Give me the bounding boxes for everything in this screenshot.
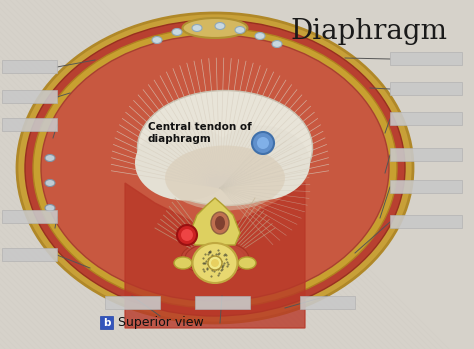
Ellipse shape [181,243,234,273]
Polygon shape [190,198,240,245]
Ellipse shape [137,90,312,206]
Circle shape [252,132,274,154]
Circle shape [177,225,197,245]
FancyBboxPatch shape [2,118,57,131]
FancyBboxPatch shape [195,296,250,309]
Ellipse shape [25,20,405,316]
Ellipse shape [210,126,310,200]
Ellipse shape [272,40,282,47]
Ellipse shape [255,32,265,39]
FancyBboxPatch shape [2,90,57,103]
Ellipse shape [172,29,182,36]
FancyBboxPatch shape [300,296,355,309]
Text: Central tendon of
diaphragm: Central tendon of diaphragm [148,122,252,144]
Ellipse shape [165,146,285,210]
Ellipse shape [182,18,247,38]
Ellipse shape [235,27,245,34]
FancyBboxPatch shape [2,210,57,223]
Ellipse shape [17,13,413,323]
Ellipse shape [211,212,229,234]
FancyBboxPatch shape [2,60,57,73]
Circle shape [208,256,222,270]
Ellipse shape [185,243,245,273]
FancyBboxPatch shape [390,112,462,125]
FancyBboxPatch shape [390,82,462,95]
FancyBboxPatch shape [390,52,462,65]
FancyBboxPatch shape [105,296,160,309]
Ellipse shape [152,37,162,44]
Ellipse shape [45,155,55,162]
Ellipse shape [192,24,202,31]
Ellipse shape [135,126,235,200]
Text: Diaphragm: Diaphragm [290,18,447,45]
Ellipse shape [238,257,256,269]
Circle shape [181,229,193,241]
Ellipse shape [215,22,225,30]
FancyBboxPatch shape [100,316,113,329]
Text: Superior view: Superior view [118,316,204,329]
Circle shape [257,137,269,149]
Circle shape [211,259,219,267]
Text: b: b [103,318,110,327]
Ellipse shape [45,179,55,186]
FancyBboxPatch shape [390,215,462,228]
FancyBboxPatch shape [2,248,57,261]
Ellipse shape [174,257,192,269]
Ellipse shape [215,216,225,230]
Polygon shape [125,183,305,328]
Ellipse shape [33,28,397,308]
Ellipse shape [41,35,389,301]
FancyBboxPatch shape [390,148,462,161]
Ellipse shape [196,243,249,273]
Ellipse shape [45,205,55,211]
FancyBboxPatch shape [390,180,462,193]
Ellipse shape [192,243,237,283]
